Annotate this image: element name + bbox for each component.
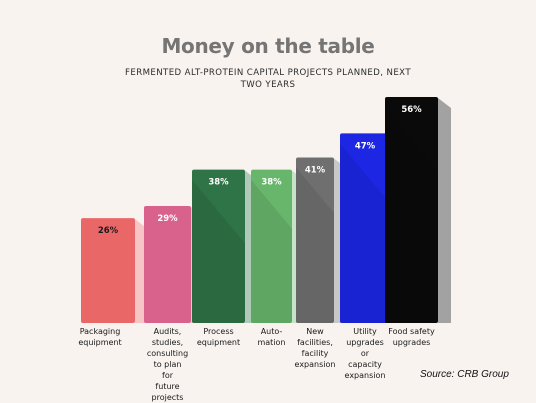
- bar-3: [192, 169, 245, 323]
- category-label-4: Auto-mation: [257, 327, 286, 347]
- category-label-3: Process equipment: [196, 327, 241, 347]
- value-label-3: 38%: [208, 178, 229, 188]
- bar-shadow-7: [438, 98, 451, 323]
- bar-fold-5: [296, 167, 334, 323]
- value-label-1: 26%: [98, 226, 119, 236]
- value-label-2: 29%: [157, 214, 178, 224]
- bar-fold-6: [340, 143, 390, 323]
- bar-fold-4: [251, 179, 292, 323]
- chart-subtitle: FERMENTED ALT-PROTEIN CAPITAL PROJECTS P…: [125, 68, 411, 90]
- value-label-6: 47%: [355, 141, 376, 151]
- bar-6: [340, 133, 390, 323]
- bar-4: [251, 169, 292, 323]
- bar-fold-3: [192, 179, 245, 323]
- chart-title: Money on the table: [161, 34, 375, 58]
- bar-2: [144, 205, 191, 323]
- bar-fold-7: [385, 107, 438, 323]
- value-label-7: 56%: [401, 105, 422, 115]
- value-label-4: 38%: [261, 178, 282, 188]
- category-label-2: Audits, studies, consulting to plan for futur…: [146, 327, 189, 402]
- category-label-6: Utility upgrades or capacity expansion: [344, 327, 386, 380]
- source-note: Source: CRB Group: [420, 369, 509, 380]
- bar-1: [81, 218, 135, 323]
- bar-7: [385, 97, 438, 323]
- category-label-1: Packaging equipment: [78, 327, 122, 347]
- category-label-5: New facilities, facility expansion: [294, 327, 336, 369]
- value-label-5: 41%: [305, 166, 326, 176]
- bar-5: [296, 157, 334, 323]
- category-label-7: Food safety upgrades: [388, 327, 435, 347]
